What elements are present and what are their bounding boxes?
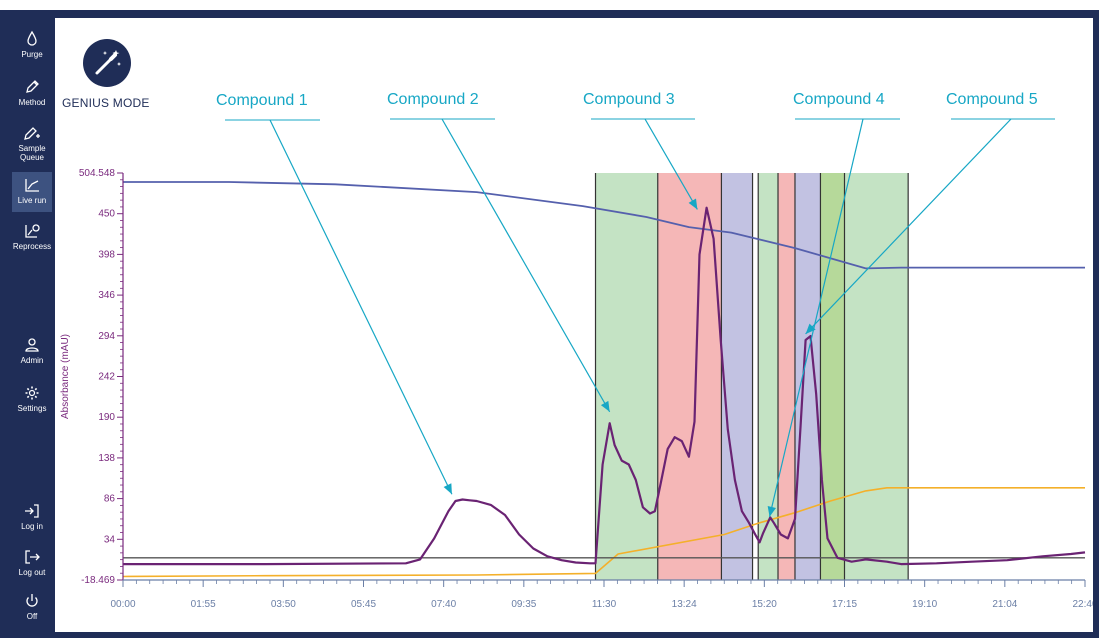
y-tick-label: 294 bbox=[98, 331, 115, 342]
fraction-band-2 bbox=[657, 173, 722, 580]
logout-icon bbox=[25, 550, 40, 564]
y-tick-label: 138 bbox=[98, 453, 115, 464]
sidebar-item-live-run[interactable]: Live run bbox=[12, 172, 52, 212]
x-tick-label: 13:24 bbox=[672, 599, 697, 610]
sidebar-item-label: Method bbox=[18, 98, 46, 107]
line-chart-icon bbox=[25, 179, 39, 192]
power-icon bbox=[26, 594, 38, 607]
x-tick-label: 19:10 bbox=[912, 599, 937, 610]
top-bar bbox=[0, 0, 1099, 10]
user-icon bbox=[25, 338, 39, 352]
y-axis-title: Absorbance (mAU) bbox=[60, 334, 71, 419]
y-tick-label: 346 bbox=[98, 290, 115, 301]
chart-circle-icon bbox=[25, 224, 40, 238]
y-tick-label: 450 bbox=[98, 209, 115, 220]
x-tick-label: 09:35 bbox=[511, 599, 536, 610]
login-icon bbox=[25, 504, 39, 518]
annotation-leader bbox=[441, 118, 611, 413]
compound-4-label: Compound 4 bbox=[793, 91, 885, 108]
sidebar-item-off[interactable]: Off bbox=[12, 592, 52, 621]
fraction-band-1 bbox=[595, 173, 658, 580]
sidebar-item-purge[interactable]: Purge bbox=[12, 30, 52, 59]
droplet-icon bbox=[27, 30, 37, 46]
fraction-band-5 bbox=[758, 173, 779, 580]
annotation-arrowhead bbox=[443, 483, 452, 495]
compound-5-label: Compound 5 bbox=[946, 91, 1038, 108]
sidebar-item-label: Off bbox=[26, 612, 38, 621]
fraction-band-4 bbox=[752, 173, 759, 580]
y-tick-label: 34 bbox=[104, 534, 116, 545]
sidebar-item-label: Reprocess bbox=[12, 242, 52, 251]
y-tick-label: 504.548 bbox=[79, 168, 116, 179]
annotation-arrowhead bbox=[767, 505, 777, 517]
sidebar-item-reprocess[interactable]: Reprocess bbox=[12, 222, 52, 251]
sidebar-item-label: Queue bbox=[19, 153, 45, 162]
fraction-band-3 bbox=[721, 173, 753, 580]
sidebar: Purge Method Sample Queue Live run Repro… bbox=[12, 18, 52, 632]
fraction-band-9 bbox=[844, 173, 909, 580]
sidebar-item-label: Admin bbox=[20, 356, 44, 365]
compound-3-label: Compound 3 bbox=[583, 91, 675, 108]
sidebar-item-label: Sample bbox=[18, 144, 46, 153]
x-tick-label: 07:40 bbox=[431, 599, 456, 610]
annotation-arrowhead bbox=[805, 323, 816, 334]
x-tick-label: 21:04 bbox=[992, 599, 1017, 610]
x-tick-label: 05:45 bbox=[351, 599, 376, 610]
sidebar-item-label: Purge bbox=[21, 50, 43, 59]
sidebar-item-label: Live run bbox=[17, 196, 47, 205]
x-tick-label: 01:55 bbox=[191, 599, 216, 610]
x-tick-label: 11:30 bbox=[592, 599, 617, 610]
sidebar-item-method[interactable]: Method bbox=[12, 78, 52, 107]
gradient_a-line bbox=[122, 486, 1085, 578]
sidebar-item-sample-queue[interactable]: Sample Queue bbox=[12, 124, 52, 162]
y-tick-label: 190 bbox=[98, 412, 115, 423]
sidebar-item-log-out[interactable]: Log out bbox=[12, 548, 52, 577]
annotation-leader bbox=[644, 118, 698, 210]
y-tick-label: 86 bbox=[104, 494, 116, 505]
annotation-arrowhead bbox=[688, 198, 698, 210]
x-tick-label: 22:40 bbox=[1072, 599, 1093, 610]
y-tick-label: 398 bbox=[98, 249, 115, 260]
chromatogram-chart: 504.548 450 398 346 294 242 190 138 86 34 -18.469 0… bbox=[60, 118, 1093, 610]
annotation-leader bbox=[805, 118, 1012, 335]
genius-mode-button[interactable] bbox=[83, 39, 131, 87]
pencil-plus-icon bbox=[24, 127, 40, 140]
x-tick-label: 15:20 bbox=[752, 599, 777, 610]
sidebar-item-settings[interactable]: Settings bbox=[12, 384, 52, 413]
fraction-band-6 bbox=[778, 173, 795, 580]
sidebar-item-log-in[interactable]: Log in bbox=[12, 502, 52, 531]
main-content: GENIUS MODE 504.548 450 398 346 294 242 190 138… bbox=[55, 18, 1093, 632]
annotation-leader bbox=[768, 118, 864, 517]
y-tick-label: -18.469 bbox=[81, 575, 115, 586]
annotation-leader bbox=[269, 119, 453, 495]
fraction-band-7 bbox=[794, 173, 821, 580]
magic-wand-icon bbox=[95, 50, 121, 75]
x-tick-label: 17:15 bbox=[832, 599, 857, 610]
genius-mode-label: GENIUS MODE bbox=[62, 96, 150, 110]
compound-2-label: Compound 2 bbox=[387, 91, 479, 108]
y-tick-label: 242 bbox=[98, 372, 115, 383]
absorbance-line bbox=[123, 206, 1086, 566]
sidebar-item-label: Log out bbox=[18, 568, 46, 577]
gear-icon bbox=[25, 386, 39, 400]
pencil-icon bbox=[26, 80, 39, 93]
compound-1-label: Compound 1 bbox=[216, 92, 308, 109]
sidebar-item-admin[interactable]: Admin bbox=[12, 336, 52, 365]
sidebar-item-label: Settings bbox=[17, 404, 47, 413]
x-tick-label: 03:50 bbox=[271, 599, 296, 610]
fraction-band-8 bbox=[820, 173, 845, 580]
gradient_b-line bbox=[123, 181, 1085, 270]
x-tick-label: 00:00 bbox=[110, 599, 135, 610]
annotation-arrowhead bbox=[600, 400, 610, 412]
sidebar-item-label: Log in bbox=[21, 522, 43, 531]
